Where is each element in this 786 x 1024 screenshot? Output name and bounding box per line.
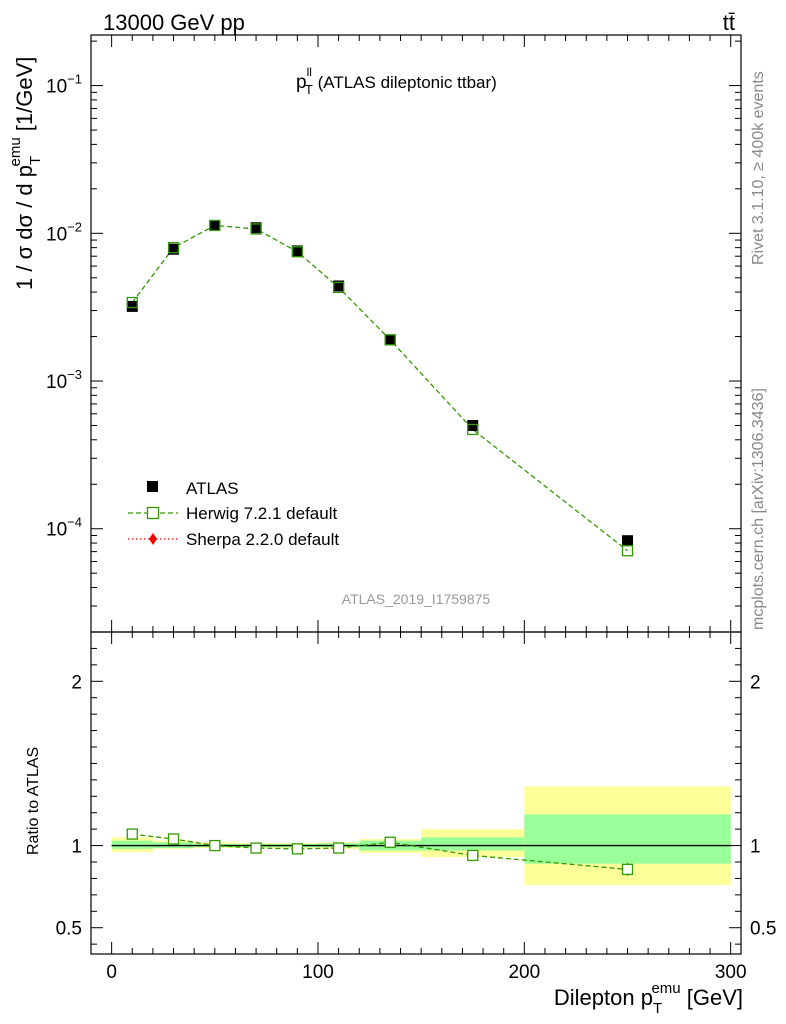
herwig-ratio-point	[126, 828, 138, 840]
legend-atlas-label: ATLAS	[186, 479, 239, 498]
herwig-point	[332, 281, 345, 294]
rivet-label: Rivet 3.1.10, ≥ 400k events	[750, 71, 767, 265]
bottom-panel-frame	[90, 631, 742, 955]
y-top-tick-base: 10	[46, 77, 67, 98]
herwig-ratio-point	[384, 836, 396, 848]
x-tick-label: 0	[106, 962, 117, 983]
y-top-tick-exp: −1	[67, 72, 82, 87]
herwig-point	[209, 219, 221, 232]
atlas-point	[168, 243, 180, 255]
title-rest: (ATLAS dileptonic ttbar)	[313, 73, 497, 92]
mcplots-label: mcplots.cern.ch [arXiv:1306.3436]	[750, 388, 767, 630]
herwig-point	[467, 423, 479, 436]
atlas-point	[209, 219, 221, 231]
ylabel-top-tail: [1/GeV]	[12, 57, 37, 138]
xlabel-sup: emu	[651, 980, 680, 997]
y-top-tick-label: 10−1	[46, 72, 82, 98]
herwig-point	[291, 246, 303, 258]
ylabel-top-main: 1 / σ dσ / d p	[12, 165, 37, 290]
header-left-label: 13000 GeV pp	[103, 10, 245, 35]
ratio-band-inner	[524, 814, 731, 864]
legend-atlas-marker	[147, 481, 158, 492]
svg-text:1 / σ dσ / d pTemu [1/GeV]: 1 / σ dσ / d pTemu [1/GeV]	[7, 57, 44, 290]
y-top-tick-label: 10−2	[46, 219, 82, 245]
x-tick-label: 300	[715, 962, 747, 983]
chart-title: pll T (ATLAS dileptonic ttbar)	[296, 65, 497, 97]
axis-ticks	[90, 35, 741, 954]
herwig-ratio-point	[167, 833, 180, 845]
y-top-tick-base: 10	[46, 520, 67, 541]
x-axis-label: Dilepton pTemu [GeV]	[554, 980, 743, 1017]
y-bottom-tick-label-left: 2	[71, 672, 82, 693]
herwig-ratio-point	[291, 843, 303, 855]
series-markers	[126, 219, 634, 876]
title-sup: ll	[307, 65, 312, 79]
legend-sherpa-label: Sherpa 2.2.0 default	[186, 530, 339, 549]
y-top-tick-label: 10−3	[46, 367, 82, 393]
y-bottom-tick-label-left: 1	[71, 837, 82, 858]
ylabel-top-sub: T	[27, 156, 44, 165]
y-top-tick-label: 10−4	[46, 515, 82, 541]
y-axis-label-top: 1 / σ dσ / d pTemu [1/GeV]	[7, 57, 44, 290]
herwig-point	[384, 334, 396, 346]
herwig-line-top	[131, 224, 628, 552]
atlas-point	[291, 245, 303, 257]
y-top-tick-exp: −2	[67, 219, 82, 234]
atlas-point	[250, 222, 262, 234]
herwig-ratio-point	[467, 849, 479, 862]
header-right-label: tt̄	[723, 10, 735, 35]
xlabel-main: Dilepton p	[554, 985, 653, 1010]
herwig-ratio-point	[250, 842, 262, 854]
atlas-point	[126, 300, 138, 312]
legend: ATLAS Herwig 7.2.1 default Sherpa 2.2.0 …	[128, 479, 339, 549]
atlas-point	[384, 334, 396, 346]
y-top-tick-exp: −3	[67, 367, 82, 382]
ratio-band-inner	[421, 837, 525, 851]
y-top-tick-base: 10	[46, 224, 67, 245]
atlas-point	[333, 280, 345, 292]
analysis-tag: ATLAS_2019_I1759875	[342, 591, 491, 607]
herwig-ratio-point	[332, 842, 345, 854]
ratio-band-inner	[111, 840, 153, 849]
ylabel-top-sup: emu	[7, 137, 24, 166]
atlas-point	[467, 419, 479, 431]
legend-herwig-marker	[146, 506, 160, 520]
herwig-ratio-point	[209, 839, 221, 852]
xlabel-sub: T	[653, 1000, 662, 1017]
y-axis-label-bottom: Ratio to ATLAS	[25, 747, 42, 855]
y-top-tick-base: 10	[46, 372, 67, 393]
herwig-point	[621, 545, 634, 557]
y-top-tick-exp: −4	[67, 515, 82, 530]
title-sub: T	[305, 82, 313, 97]
y-bottom-tick-label-right: 2	[750, 672, 761, 693]
y-bottom-tick-label-left: 0.5	[56, 919, 82, 940]
herwig-point	[167, 241, 180, 254]
xlabel-tail: [GeV]	[681, 985, 743, 1010]
y-bottom-tick-label-right: 1	[750, 837, 761, 858]
ratio-bands	[111, 786, 731, 885]
legend-sherpa-marker	[149, 533, 157, 545]
legend-herwig-label: Herwig 7.2.1 default	[186, 504, 337, 523]
x-tick-label: 100	[302, 962, 334, 983]
title-main: p	[296, 72, 307, 93]
herwig-point	[250, 223, 262, 235]
herwig-point	[126, 296, 138, 309]
herwig-ratio-point	[621, 863, 634, 876]
y-bottom-tick-label-right: 0.5	[750, 919, 776, 940]
herwig-line-ratio	[132, 833, 628, 871]
atlas-point	[622, 535, 634, 547]
x-tick-label: 200	[508, 962, 540, 983]
